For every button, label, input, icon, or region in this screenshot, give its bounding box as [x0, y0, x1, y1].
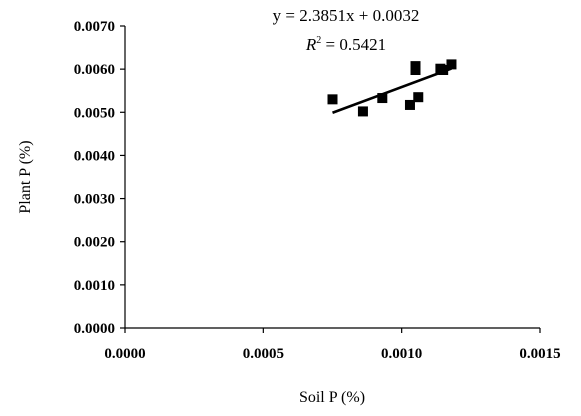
data-point	[404, 99, 415, 110]
data-point	[446, 59, 457, 70]
r-squared-label: R2 = 0.5421	[305, 35, 386, 54]
r-squared-symbol: R	[305, 35, 317, 54]
y-tick-label: 0.0070	[74, 19, 115, 35]
y-axis-title: Plant P (%)	[17, 140, 34, 213]
data-point	[357, 106, 368, 117]
trendline	[332, 67, 452, 114]
trendline-equation: y = 2.3851x + 0.0032	[273, 6, 420, 25]
data-point	[438, 65, 449, 76]
y-tick-label: 0.0020	[74, 235, 115, 251]
data-point	[327, 94, 338, 105]
trendline-layer	[332, 67, 452, 114]
y-tick-label: 0.0030	[74, 192, 115, 208]
r-squared-superscript: 2	[316, 35, 321, 46]
x-tick-label: 0.0000	[104, 346, 145, 362]
data-point	[377, 93, 388, 104]
x-tick-label: 0.0010	[381, 346, 422, 362]
x-tick-label: 0.0005	[243, 346, 284, 362]
y-axis-ticks: 0.0000 0.0010 0.0020 0.0030 0.0040 0.0050 0.00…	[74, 19, 125, 337]
y-tick-label: 0.0060	[74, 62, 115, 78]
y-tick-label: 0.0010	[74, 278, 115, 294]
y-tick-label: 0.0040	[74, 148, 115, 164]
y-tick-label: 0.0050	[74, 105, 115, 121]
r-squared-value: = 0.5421	[321, 35, 386, 54]
data-point	[410, 65, 421, 76]
data-point	[413, 92, 424, 103]
x-axis-title: Soil P (%)	[299, 389, 365, 406]
data-points	[327, 59, 457, 117]
x-axis-ticks: 0.0000 0.0005 0.0010 0.0015	[104, 328, 561, 362]
x-tick-label: 0.0015	[519, 346, 560, 362]
y-tick-label: 0.0000	[74, 321, 115, 337]
